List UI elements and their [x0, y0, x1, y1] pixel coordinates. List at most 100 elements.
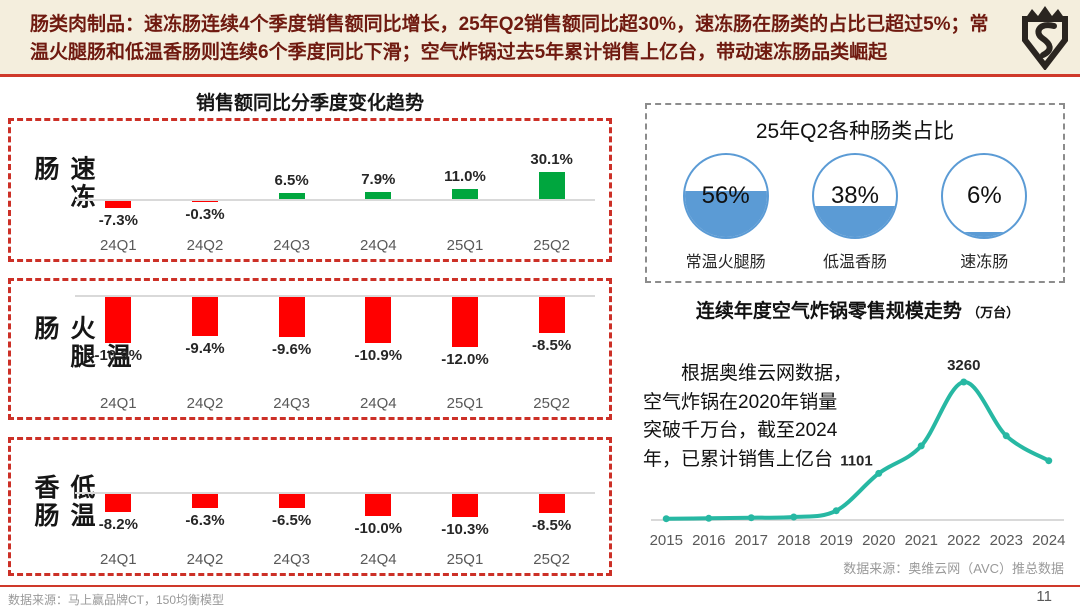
- quarter-label: 24Q4: [359, 551, 397, 568]
- quarter-label: 25Q2: [533, 237, 570, 254]
- share-percent: 56%: [701, 182, 750, 209]
- year-label: 2022: [947, 532, 981, 549]
- bar-column: -12.0% 25Q1: [422, 281, 509, 417]
- value-label: 11.0%: [444, 168, 486, 186]
- data-point-2020: [875, 469, 883, 477]
- quarter-label: 24Q2: [186, 237, 224, 254]
- data-point-2023: [1002, 432, 1010, 440]
- value-label: -10.9%: [94, 346, 143, 364]
- bar: [278, 297, 305, 338]
- value-label: -6.3%: [185, 511, 225, 529]
- point-label: 1101: [840, 452, 873, 469]
- quarter-label: 24Q2: [186, 395, 224, 412]
- bar-column: -10.3% 25Q1: [422, 440, 509, 573]
- bar: [451, 189, 478, 199]
- airfryer-title-text: 连续年度空气炸锅零售规模走势: [695, 301, 962, 322]
- brand-shield-logo-icon: [1022, 6, 1068, 70]
- quarter-label: 24Q1: [99, 237, 137, 254]
- panel-frozen-sausage: 速冻肠 -7.3% 24Q1 -0.3% 24Q2 6.5% 24Q3 7.9% 24Q4 11…: [8, 118, 612, 262]
- bar-column: -8.5% 25Q2: [508, 440, 595, 573]
- point-label: 3260: [947, 357, 980, 374]
- year-label: 2019: [819, 532, 853, 549]
- quarter-label: 24Q1: [99, 551, 137, 568]
- year-label: 2023: [989, 532, 1023, 549]
- value-label: 6.5%: [274, 172, 309, 190]
- share-title: 25年Q2各种肠类占比: [755, 120, 955, 143]
- footer-source: 数据来源：马上赢品牌CT，150均衡模型: [8, 593, 225, 607]
- header-band: 肠类肉制品：速冻肠连续4个季度销售额同比增长，25年Q2销售额同比超30%，速冻…: [0, 0, 1080, 77]
- value-label: -9.4%: [185, 340, 225, 358]
- bar: [538, 297, 565, 333]
- bar: [278, 494, 305, 509]
- quarter-label: 24Q3: [273, 237, 310, 254]
- page-number: 11: [1036, 588, 1052, 605]
- bar-chart-frozen-sausage: -7.3% 24Q1 -0.3% 24Q2 6.5% 24Q3 7.9% 24Q4 11.0% 2…: [75, 121, 595, 259]
- quarter-label: 24Q3: [273, 551, 310, 568]
- bar: [191, 494, 218, 508]
- year-label: 2020: [862, 532, 896, 549]
- bar: [365, 297, 392, 343]
- bar: [538, 494, 565, 513]
- value-label: -10.3%: [441, 520, 489, 538]
- bar-column: -8.5% 25Q2: [508, 281, 595, 417]
- share-gauge: 6% 速冻肠: [924, 153, 1044, 272]
- circle-fill: [684, 191, 767, 237]
- bar-column: 30.1% 25Q2: [508, 121, 595, 259]
- airfryer-annotation: 根据奥维云网数据， 空气炸锅在2020年销量 突破千万台，截至2024 年，已累…: [643, 363, 853, 470]
- bar-column: -6.3% 24Q2: [162, 440, 249, 573]
- bar-column: -0.3% 24Q2: [162, 121, 249, 259]
- quarter-label: 25Q2: [533, 395, 570, 412]
- data-point-2016: [705, 514, 713, 522]
- quarter-label: 24Q1: [99, 395, 137, 412]
- bar-column: 7.9% 24Q4: [335, 121, 422, 259]
- bar: [105, 201, 132, 208]
- quarter-label: 25Q1: [446, 551, 484, 568]
- bar: [451, 297, 478, 348]
- value-label: -10.9%: [354, 346, 403, 364]
- data-point-2018: [790, 513, 798, 521]
- bar-column: -8.2% 24Q1: [75, 440, 162, 573]
- quarter-label: 24Q4: [359, 395, 397, 412]
- quarter-label: 25Q1: [446, 395, 484, 412]
- share-percent: 6%: [966, 182, 1002, 209]
- bar: [538, 171, 565, 199]
- year-label: 2021: [904, 532, 938, 549]
- headline: 肠类肉制品：速冻肠连续4个季度销售额同比增长，25年Q2销售额同比超30%，速冻…: [30, 14, 989, 63]
- year-label: 2017: [734, 532, 768, 549]
- bar-chart-ambient-ham-sausage: -10.9% 24Q1 -9.4% 24Q2 -9.6% 24Q3 -10.9% 24Q4 -1…: [75, 281, 595, 417]
- circle-fill: [813, 205, 896, 237]
- zero-axis: [75, 199, 595, 201]
- bar-column: -10.0% 24Q4: [335, 440, 422, 573]
- quarter-label: 25Q2: [533, 551, 570, 568]
- water-fill-circle: 56%: [682, 153, 769, 239]
- panel-ambient-ham-sausage: 常温火腿肠 -10.9% 24Q1 -9.4% 24Q2 -9.6% 24Q3 -10.9%…: [8, 278, 612, 420]
- bar-column: -10.9% 24Q4: [335, 281, 422, 417]
- bar: [278, 193, 305, 199]
- gauge-label: 低温香肠: [822, 254, 887, 271]
- bar: [191, 297, 218, 337]
- category-label: 速冻肠: [31, 155, 95, 212]
- bar-column: -7.3% 24Q1: [75, 121, 162, 259]
- bar: [105, 297, 132, 343]
- footer-divider: [0, 585, 1080, 587]
- data-point-2022: [960, 378, 968, 386]
- value-label: -8.5%: [532, 516, 572, 534]
- zero-axis: [75, 295, 595, 297]
- quarter-label: 24Q2: [186, 551, 224, 568]
- value-label: -9.6%: [272, 341, 312, 359]
- gauge-label: 常温火腿肠: [685, 254, 766, 271]
- airfryer-x-axis-labels: 2015 2016 2017 2018 2019 2020 2021 2022 2023 2024: [645, 532, 1070, 549]
- data-point-2024: [1045, 457, 1053, 465]
- value-label: -7.3%: [98, 211, 138, 229]
- data-point-2015: [662, 515, 670, 523]
- quarter-label: 25Q1: [446, 237, 484, 254]
- bar-column: 11.0% 25Q1: [422, 121, 509, 259]
- bar: [191, 201, 218, 202]
- value-label: -0.3%: [185, 206, 225, 223]
- year-label: 2016: [692, 532, 726, 549]
- panel-chilled-sausage: 低温香肠 -8.2% 24Q1 -6.3% 24Q2 -6.5% 24Q3 -10.0% 24…: [8, 437, 612, 576]
- zero-axis: [75, 492, 595, 494]
- sales-trend-title: 销售额同比分季度变化趋势: [195, 93, 424, 114]
- share-percent: 38%: [830, 182, 879, 209]
